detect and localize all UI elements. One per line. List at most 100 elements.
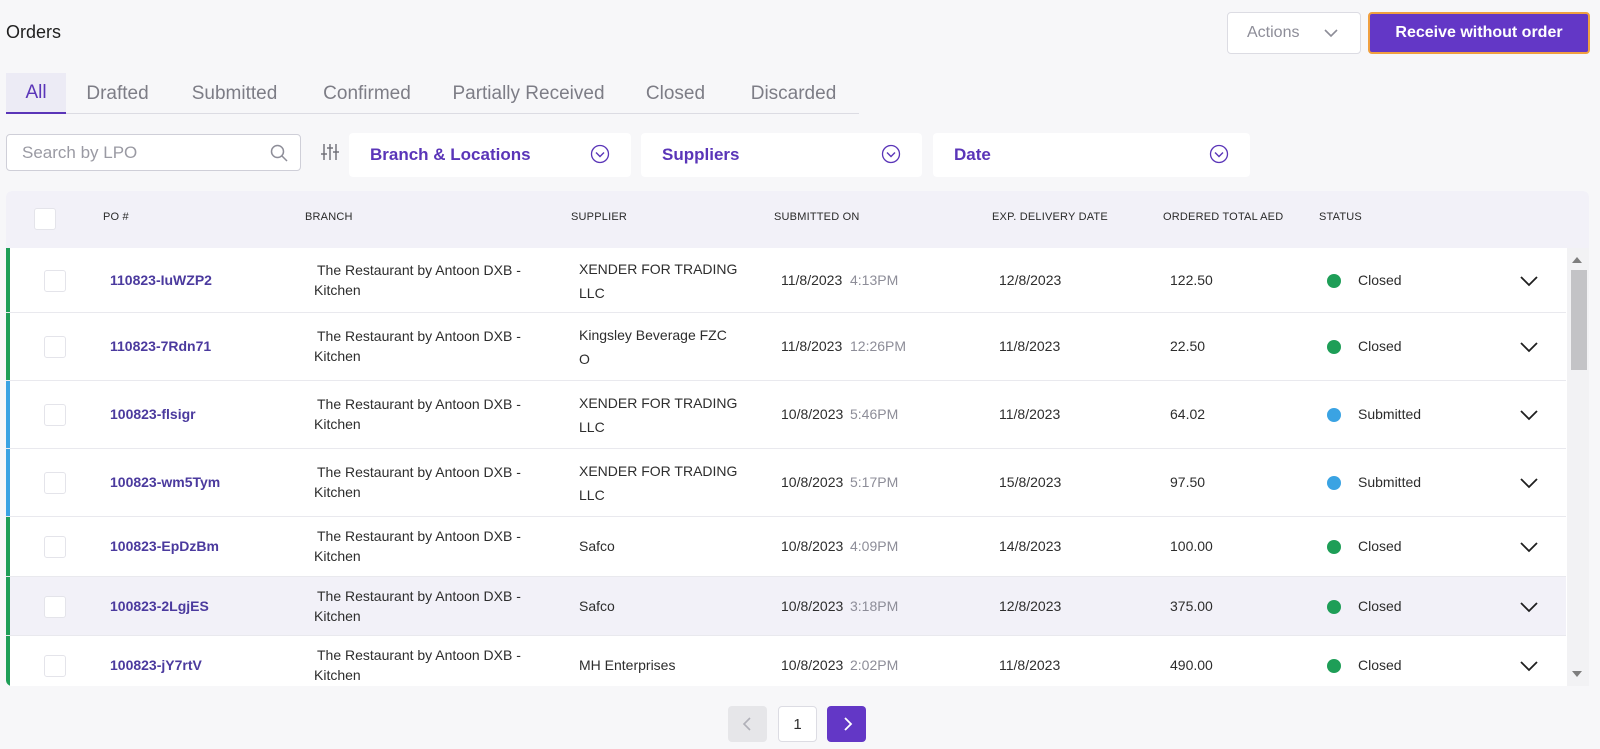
submitted-date: 10/8/2023 (781, 657, 844, 673)
status-color-bar (6, 381, 10, 448)
chevron-circle-down-icon (1209, 144, 1229, 164)
table-row[interactable]: 110823-IuWZP2 The Restaurant by Antoon DX… (6, 248, 1566, 313)
submitted-date: 11/8/2023 (781, 272, 843, 288)
chevron-down-icon[interactable] (1518, 472, 1540, 494)
scroll-up-arrow-icon[interactable] (1572, 257, 1582, 263)
status-color-bar (6, 636, 10, 686)
chevron-down-icon[interactable] (1518, 404, 1540, 426)
supplier-line-1: Safco (579, 598, 615, 614)
column-header-supplier: SUPPLIER (571, 211, 628, 223)
status-text: Closed (1358, 272, 1402, 288)
scroll-down-arrow-icon[interactable] (1572, 671, 1582, 677)
table-row[interactable]: 100823-2LgjES The Restaurant by Antoon DX… (6, 577, 1566, 636)
ordered-total: 490.00 (1170, 657, 1213, 673)
branch-locations-dropdown[interactable]: Branch & Locations (349, 133, 631, 177)
po-number-link[interactable]: 100823-2LgjES (110, 598, 209, 614)
exp-delivery-date: 11/8/2023 (999, 338, 1061, 354)
tab-confirmed[interactable]: Confirmed (323, 82, 411, 104)
suppliers-label: Suppliers (662, 145, 740, 164)
branch-line-2: Kitchen (314, 348, 361, 364)
table-row[interactable]: 100823-EpDzBm The Restaurant by Antoon DX… (6, 517, 1566, 577)
supplier-line-1: Safco (579, 538, 615, 554)
search-placeholder: Search by LPO (22, 142, 138, 162)
branch-line-2: Kitchen (314, 416, 361, 432)
suppliers-dropdown[interactable]: Suppliers (641, 133, 922, 177)
branch-line-1: The Restaurant by Antoon DXB - (317, 328, 521, 344)
tab-partially-received[interactable]: Partially Received (452, 82, 605, 104)
status-dot (1327, 476, 1341, 490)
po-number-link[interactable]: 100823-EpDzBm (110, 538, 219, 554)
ordered-total: 22.50 (1170, 338, 1206, 354)
supplier-line-2: LLC (579, 285, 605, 301)
row-checkbox[interactable] (44, 655, 66, 677)
ordered-total: 375.00 (1170, 598, 1213, 614)
table-scrollbar[interactable] (1567, 248, 1589, 686)
chevron-down-icon[interactable] (1518, 536, 1540, 558)
page-title: Orders (6, 22, 62, 42)
branch-line-1: The Restaurant by Antoon DXB - (317, 588, 521, 604)
submitted-date: 10/8/2023 (781, 406, 844, 422)
page-number-button[interactable]: 1 (778, 706, 817, 742)
table-row[interactable]: 100823-flsigr The Restaurant by Antoon DX… (6, 381, 1566, 449)
status-text: Closed (1358, 538, 1402, 554)
po-number-link[interactable]: 110823-7Rdn71 (110, 338, 212, 354)
po-number-link[interactable]: 110823-IuWZP2 (110, 272, 212, 288)
chevron-down-icon[interactable] (1518, 655, 1540, 677)
select-all-checkbox[interactable] (34, 208, 56, 230)
row-checkbox[interactable] (44, 536, 66, 558)
row-checkbox[interactable] (44, 596, 66, 618)
po-number-link[interactable]: 100823-jY7rtV (110, 657, 202, 673)
branch-locations-label: Branch & Locations (370, 145, 531, 164)
tab-submitted[interactable]: Submitted (191, 82, 278, 104)
status-dot (1327, 540, 1341, 554)
next-page-button[interactable] (827, 706, 866, 742)
tab-all[interactable]: All (6, 73, 66, 114)
supplier-line-2: LLC (579, 419, 605, 435)
receive-without-order-button[interactable]: Receive without order (1368, 12, 1590, 54)
branch-line-2: Kitchen (314, 608, 361, 624)
row-checkbox[interactable] (44, 404, 66, 426)
branch-line-2: Kitchen (314, 484, 361, 500)
chevron-down-icon (1324, 29, 1338, 38)
scroll-thumb[interactable] (1571, 270, 1587, 370)
branch-line-1: The Restaurant by Antoon DXB - (317, 396, 521, 412)
table-row[interactable]: 110823-7Rdn71 The Restaurant by Antoon DX… (6, 313, 1566, 381)
tab-discarded[interactable]: Discarded (750, 82, 837, 104)
filter-sliders-icon[interactable] (320, 142, 340, 162)
po-number-link[interactable]: 100823-wm5Tym (110, 474, 221, 490)
exp-delivery-date: 14/8/2023 (999, 538, 1062, 554)
row-checkbox[interactable] (44, 336, 66, 358)
status-tabs: All Drafted Submitted Confirmed Partiall… (6, 73, 859, 114)
date-dropdown[interactable]: Date (933, 133, 1250, 177)
table-header: PO # BRANCH SUPPLIER SUBMITTED ON EXP. D… (6, 191, 1589, 248)
chevron-down-icon[interactable] (1518, 596, 1540, 618)
search-input[interactable]: Search by LPO (6, 134, 301, 171)
table-row[interactable]: 100823-jY7rtV The Restaurant by Antoon DX… (6, 636, 1566, 686)
ordered-total: 64.02 (1170, 406, 1206, 422)
tab-closed[interactable]: Closed (645, 82, 706, 104)
supplier-line-1: XENDER FOR TRADING (579, 463, 738, 479)
submitted-date: 10/8/2023 (781, 538, 844, 554)
branch-line-1: The Restaurant by Antoon DXB - (317, 464, 521, 480)
exp-delivery-date: 12/8/2023 (999, 598, 1062, 614)
branch-line-1: The Restaurant by Antoon DXB - (317, 262, 521, 278)
branch-line-1: The Restaurant by Antoon DXB - (317, 647, 521, 663)
row-checkbox[interactable] (44, 472, 66, 494)
column-header-ordered-total: ORDERED TOTAL AED (1163, 211, 1284, 223)
table-row[interactable]: 100823-wm5Tym The Restaurant by Antoon DX… (6, 449, 1566, 517)
chevron-left-icon (742, 717, 751, 731)
submitted-time: 5:17PM (850, 474, 899, 490)
row-checkbox[interactable] (44, 270, 66, 292)
chevron-down-icon[interactable] (1518, 270, 1540, 292)
actions-dropdown-button[interactable]: Actions (1227, 12, 1361, 54)
tab-drafted[interactable]: Drafted (86, 82, 149, 104)
status-color-bar (6, 449, 10, 516)
supplier-line-2: LLC (579, 487, 605, 503)
po-number-link[interactable]: 100823-flsigr (110, 406, 196, 422)
previous-page-button[interactable] (728, 706, 767, 742)
chevron-down-icon[interactable] (1518, 336, 1540, 358)
ordered-total: 122.50 (1170, 272, 1213, 288)
column-header-exp-delivery-date: EXP. DELIVERY DATE (992, 211, 1108, 223)
status-text: Closed (1358, 338, 1402, 354)
submitted-time: 12:26PM (850, 338, 907, 354)
